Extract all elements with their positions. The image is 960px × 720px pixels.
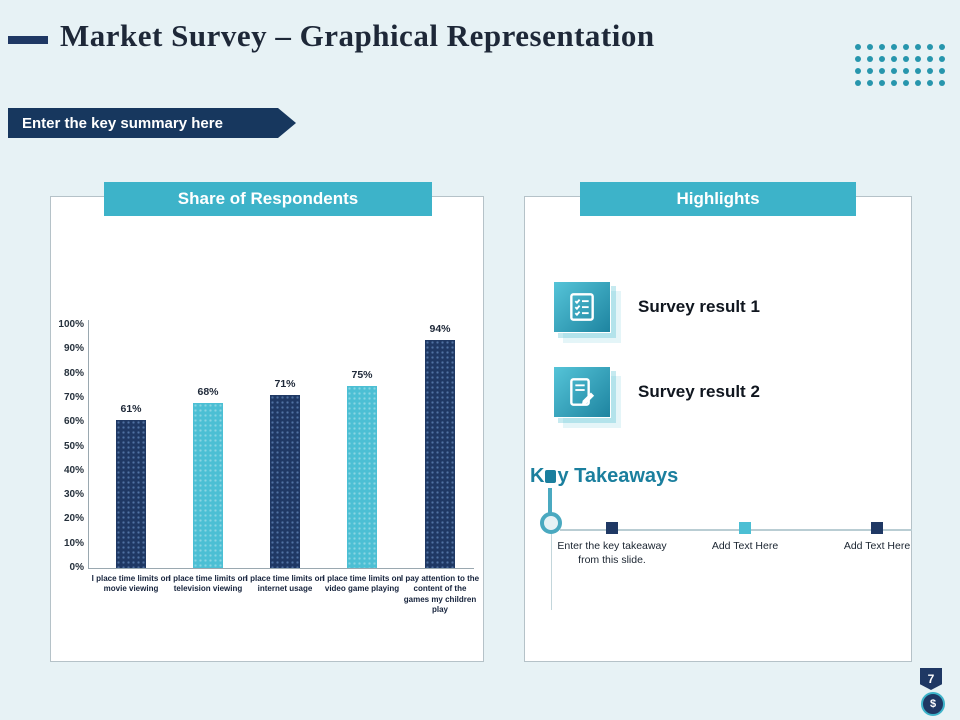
dot [855,44,861,50]
bar-4 [347,385,377,568]
y-axis-tick: 0% [69,562,84,573]
dot [879,80,885,86]
dot [927,44,933,50]
bar-3 [270,395,300,568]
timeline-line [560,529,912,531]
dot [927,80,933,86]
y-axis-tick: 50% [63,440,84,452]
bar-category-label: I place time limits on television viewin… [168,574,248,594]
timeline-marker-3 [871,522,883,534]
y-axis-tick: 80% [63,367,84,379]
chart-panel-header: Share of Respondents [104,182,432,216]
dot [915,56,921,62]
key-takeaways-rest: y Takeaways [557,465,679,487]
document-pen-icon [553,366,611,418]
dot [891,44,897,50]
dot [915,68,921,74]
bar-value-label: 68% [197,385,219,398]
chart-x-axis-line [88,568,474,569]
y-axis-tick: 30% [63,489,84,501]
checklist-icon [553,281,611,333]
y-axis-tick: 60% [63,416,84,428]
highlights-panel-header: Highlights [580,182,856,216]
dot [879,56,885,62]
bar-value-label: 75% [351,368,373,381]
survey-result-1-label: Survey result 1 [638,297,760,316]
bar-category-label: I place time limits on internet usage [245,574,325,594]
bar-1 [116,419,146,568]
dot [891,56,897,62]
dot [939,80,945,86]
title-accent-dash [8,36,48,44]
dot [927,68,933,74]
bar-2 [193,402,223,568]
bar-value-label: 71% [274,378,296,391]
dot [855,56,861,62]
y-axis-tick: 10% [63,537,84,549]
y-axis-tick: 20% [63,513,84,525]
page-number-badge: 7 [920,668,942,690]
dot [879,68,885,74]
dot [903,68,909,74]
key-ring-icon [540,512,562,534]
takeaway-vertical-line [551,530,552,610]
dot [939,44,945,50]
survey-result-2-label: Survey result 2 [638,382,760,401]
dot [915,44,921,50]
key-summary-banner: Enter the key summary here [8,108,296,138]
dot [867,44,873,50]
y-axis-tick: 100% [58,319,84,330]
chart-panel-title: Share of Respondents [177,189,359,208]
dot [903,80,909,86]
dot [891,68,897,74]
key-shaft-icon [548,488,552,516]
bar-chart: 0% 10% 20% 30% 40% 50% 60% 70% 80% 90% 100% 61% I pl… [50,318,480,648]
bar-category-label: I pay attention to the content of the ga… [400,574,480,615]
dot [867,56,873,62]
y-axis-tick: 90% [63,343,84,355]
dot [903,56,909,62]
dot [855,68,861,74]
dot [927,56,933,62]
dot [855,80,861,86]
bar-value-label: 61% [120,402,142,415]
key-takeaways-k: K [530,465,545,487]
dot [891,80,897,86]
page-title: Market Survey – Graphical Representation [60,18,655,53]
bar-category-label: I place time limits on video game playin… [322,574,402,594]
timeline-text-3: Add Text Here [843,540,911,552]
bar-value-label: 94% [429,322,451,335]
dot [915,80,921,86]
chart-y-axis-line [88,320,89,569]
dot [903,44,909,50]
highlights-panel [524,196,912,662]
dot [867,68,873,74]
y-axis-tick: 70% [63,391,84,403]
dot [867,80,873,86]
timeline-marker-1 [606,522,618,534]
highlights-panel-title: Highlights [676,189,760,208]
timeline-text-1: Enter the key takeaway from this slide. [557,540,667,566]
banner-label: Enter the key summary here [22,114,223,132]
bar-category-label: I place time limits on movie viewing [91,574,171,594]
dot [939,68,945,74]
money-icon: $ [921,692,945,716]
dot [879,44,885,50]
timeline-text-2: Add Text Here [711,540,779,552]
dot [939,56,945,62]
bar-5 [425,339,455,568]
dots-decoration [855,44,945,86]
timeline-marker-2 [739,522,751,534]
key-icon [545,470,557,483]
y-axis-tick: 40% [63,464,84,476]
